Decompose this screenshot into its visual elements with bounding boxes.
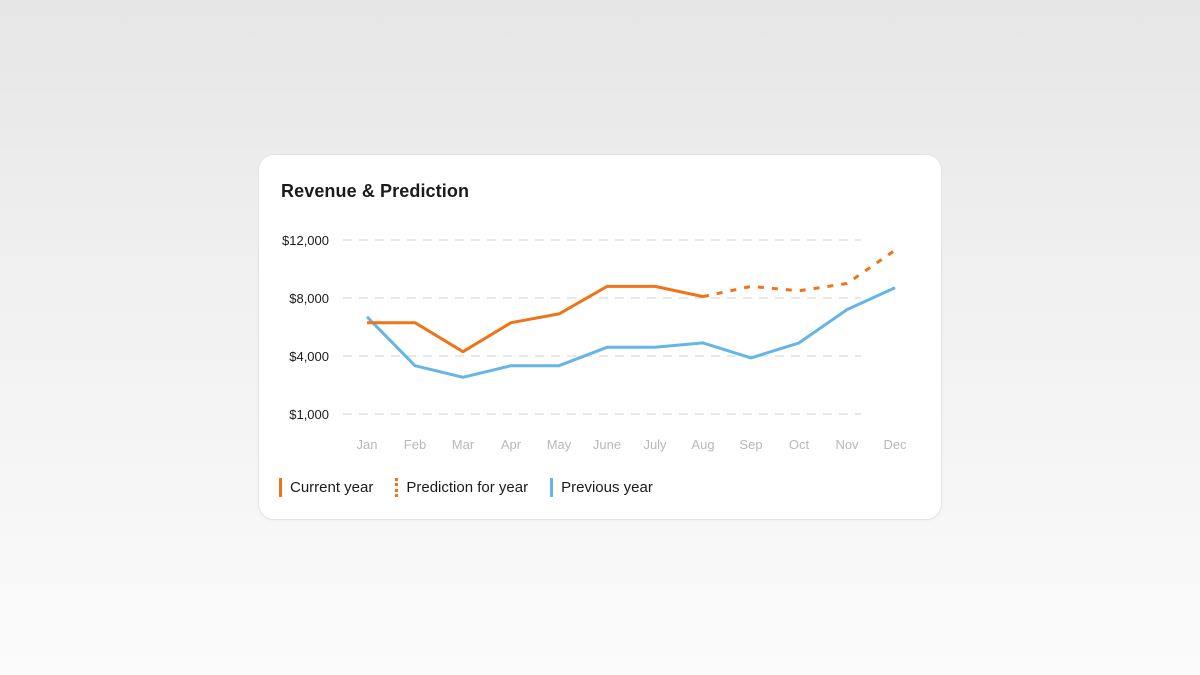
series-line-prediction [702,248,896,299]
chart-title: Revenue & Prediction [281,181,470,201]
x-tick-label: July [643,437,667,452]
legend-item-previous-year[interactable]: Previous year [550,478,653,497]
legend-swatch-current-year [279,478,282,497]
legend-label-current-year: Current year [290,479,374,496]
x-tick-label: May [547,437,572,452]
x-tick-label: Aug [691,437,714,452]
chart-legend: Current year Prediction for year Previou… [279,478,675,497]
x-tick-label: Dec [883,437,907,452]
series-line-previous [365,286,896,379]
x-tick-label: Feb [404,437,426,452]
x-tick-label: June [593,437,621,452]
line-chart: $12,000 $8,000 $4,000 $1,000 Jan Feb Mar Apr May… [282,233,907,452]
chart-card: Revenue & Prediction $12,000 $8,000 $4,000… [258,154,942,520]
y-tick-label: $12,000 [282,233,329,248]
legend-label-previous-year: Previous year [561,479,653,496]
y-tick-label: $1,000 [289,407,329,422]
x-tick-label: Oct [789,437,810,452]
legend-label-prediction: Prediction for year [406,479,529,496]
y-tick-label: $8,000 [289,291,329,306]
x-tick-label: Nov [835,437,859,452]
legend-item-current-year[interactable]: Current year [279,478,373,497]
legend-swatch-prediction [395,478,399,497]
x-tick-label: Jan [357,437,378,452]
x-tick-label: Mar [452,437,475,452]
legend-item-prediction[interactable]: Prediction for year [395,478,528,497]
series-line-current [367,284,704,354]
y-tick-label: $4,000 [289,349,329,364]
x-tick-label: Sep [739,437,762,452]
x-tick-label: Apr [501,437,522,452]
legend-swatch-previous-year [550,478,554,497]
